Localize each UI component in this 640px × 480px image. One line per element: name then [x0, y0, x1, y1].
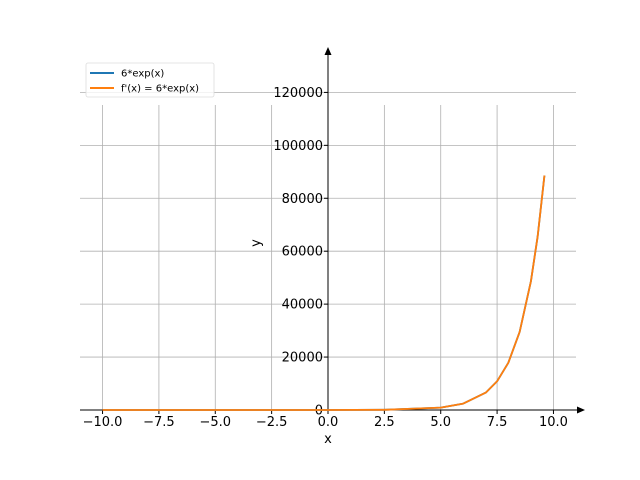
x-tick-label-2: −5.0: [199, 415, 231, 430]
y-ticks: 0 20000 40000 60000 80000 100000 120000: [273, 86, 328, 419]
y-axis-arrow: [324, 47, 332, 55]
y-tick-label-0: 0: [315, 404, 323, 419]
series-line-0: [102, 175, 546, 411]
legend: 6*exp(x) f'(x) = 6*exp(x): [85, 62, 215, 98]
x-tick-label-0: −10.0: [83, 415, 123, 430]
x-axis-label: x: [324, 432, 332, 447]
legend-box: [85, 62, 215, 98]
x-tick-label-6: 5.0: [430, 415, 451, 430]
y-tick-label-5: 100000: [273, 139, 323, 154]
x-tick-label-7: 7.5: [487, 415, 508, 430]
x-tick-label-8: 10.0: [539, 415, 568, 430]
y-tick-label-1: 20000: [282, 351, 323, 366]
legend-entry-0: 6*exp(x): [121, 69, 164, 80]
series-line-1: [102, 175, 546, 411]
x-ticks: −10.0 −7.5 −5.0 −2.5 0.0 2.5 5.0 7.5 10.0: [83, 410, 568, 430]
y-tick-label-6: 120000: [273, 86, 323, 101]
series-group: [102, 175, 546, 411]
x-tick-label-4: 0.0: [318, 415, 339, 430]
x-tick-label-3: −2.5: [256, 415, 288, 430]
x-tick-label-5: 2.5: [374, 415, 395, 430]
y-tick-label-4: 80000: [282, 192, 323, 207]
x-tick-label-1: −7.5: [143, 415, 175, 430]
x-axis-arrow: [577, 406, 585, 414]
y-tick-label-2: 40000: [282, 298, 323, 313]
y-axis-label: y: [249, 239, 264, 247]
y-tick-label-3: 60000: [282, 245, 323, 260]
legend-entry-1: f'(x) = 6*exp(x): [121, 84, 199, 95]
